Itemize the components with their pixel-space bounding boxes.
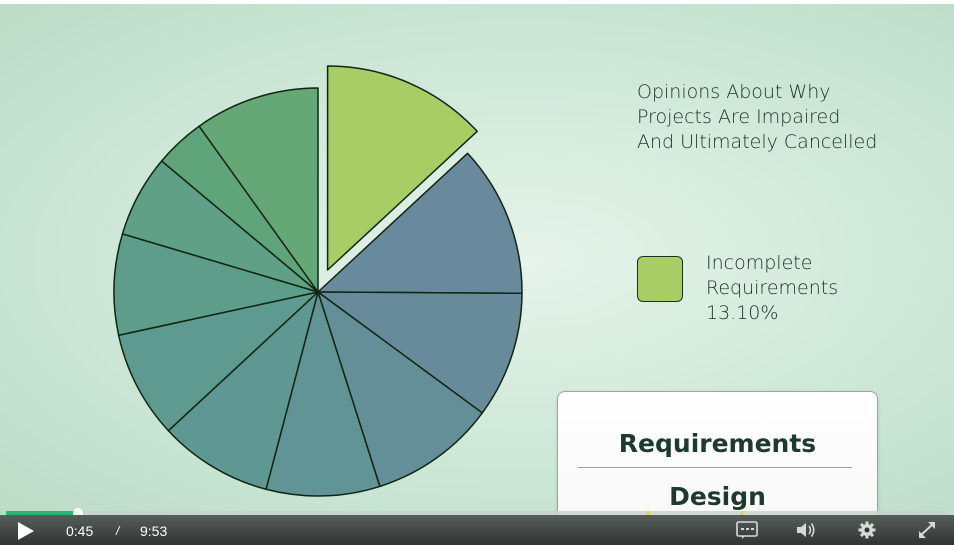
progress-handle[interactable] [72,508,83,518]
settings-button[interactable] [856,520,878,540]
progress-fill [6,511,78,515]
pie-slice-1 [326,65,478,271]
pie-slice-5 [265,291,381,497]
legend-label-line-1: Incomplete [706,252,813,274]
settings-icon [858,521,876,539]
legend-swatch [637,256,683,302]
time-separator: / [116,524,120,538]
volume-icon [797,523,815,537]
topic-card: Requirements Design [557,391,878,515]
card-item-design: Design [669,482,766,511]
slide-title-line-1: Opinions About Why [637,81,831,103]
legend-label: Incomplete Requirements 13.10% [706,251,926,326]
slide-title: Opinions About Why Projects Are Impaired… [637,80,937,155]
pie-slice-4 [317,291,484,488]
total-time: 9:53 [140,523,168,539]
fullscreen-icon [919,522,935,538]
play-icon [18,522,34,540]
video-player[interactable]: Opinions About Why Projects Are Impaired… [0,4,954,545]
slide-title-line-2: Projects Are Impaired [637,106,841,128]
current-time: 0:45 [66,523,94,539]
chapter-marker-2 [740,511,743,515]
progress-bar[interactable] [6,508,948,518]
pie-chart [113,65,523,497]
captions-button[interactable] [736,520,758,540]
legend-label-line-2: Requirements [706,277,839,299]
pie-slice-6 [167,291,319,491]
pie-slice-8 [113,233,319,336]
slide-title-line-3: And Ultimately Cancelled [637,131,878,153]
control-bar: 0:45 / 9:53 [0,515,954,545]
pie-slice-7 [117,291,319,432]
captions-icon [736,521,758,539]
card-divider [578,467,852,468]
pie-slice-2 [317,152,523,295]
volume-button[interactable] [795,520,817,540]
pie-slice-3 [317,291,523,414]
video-frame: Opinions About Why Projects Are Impaired… [0,4,954,515]
card-item-requirements: Requirements [618,429,817,458]
play-button[interactable] [12,519,36,543]
chapter-marker-1 [646,511,649,515]
legend-value: 13.10% [706,302,779,324]
fullscreen-button[interactable] [916,520,938,540]
pie-slice-11 [198,87,319,293]
